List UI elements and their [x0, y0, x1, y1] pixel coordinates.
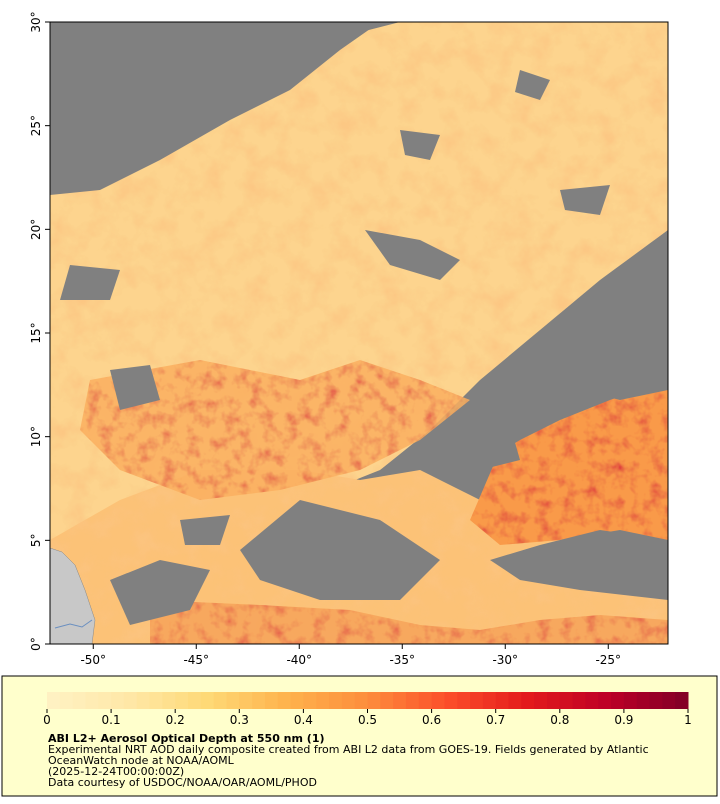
- colorbar-tick-label: 0.7: [486, 713, 505, 727]
- y-tick-label: 25°: [29, 115, 43, 136]
- colorbar: 0 0.1 0.2 0.3 0.4 0.5 0.6 0.7 0.8 0.9 1: [43, 692, 692, 727]
- note: OceanWatch node at NOAA/AOML: [48, 754, 235, 767]
- colorbar-swatch: [303, 692, 317, 709]
- colorbar-swatch: [213, 692, 227, 709]
- colorbar-swatch: [585, 692, 599, 709]
- colorbar-tick-label: 0.5: [358, 713, 377, 727]
- title: ABI L2+ Aerosol Optical Depth at 550 nm …: [48, 732, 325, 745]
- colorbar-swatch: [482, 692, 497, 709]
- colorbar-swatch: [598, 692, 612, 709]
- y-tick-label: 20°: [29, 219, 43, 240]
- colorbar-swatch: [559, 692, 574, 709]
- colorbar-swatch: [290, 692, 304, 709]
- colorbar-swatch: [98, 692, 112, 709]
- x-tick-label: -35°: [389, 653, 415, 667]
- colorbar-swatch: [226, 692, 240, 709]
- colorbar-swatch: [521, 692, 535, 709]
- colorbar-swatch: [495, 692, 510, 709]
- colorbar-tick-label: 0.4: [294, 713, 313, 727]
- note: Experimental NRT AOD daily composite cre…: [48, 743, 649, 756]
- x-tick-label: -40°: [286, 653, 312, 667]
- colorbar-swatch: [111, 692, 125, 709]
- x-tick-label: -25°: [595, 653, 621, 667]
- colorbar-tick-label: 0.1: [102, 713, 121, 727]
- colorbar-swatch: [546, 692, 561, 709]
- x-tick-label: -30°: [492, 653, 518, 667]
- land: [50, 547, 96, 644]
- colorbar-swatch: [175, 692, 189, 709]
- aod-band-south: [150, 600, 668, 644]
- y-tick-label: 0°: [29, 637, 43, 651]
- colorbar-swatch: [85, 692, 99, 709]
- colorbar-swatch: [444, 692, 458, 709]
- axes: -50° -45° -40° -35° -30° -25° 0° 5° 10° 15° 20° 25°…: [29, 11, 621, 667]
- colorbar-swatch: [534, 692, 548, 709]
- colorbar-swatch: [636, 692, 651, 709]
- colorbar-swatch: [239, 692, 253, 709]
- colorbar-swatch: [405, 692, 420, 709]
- aod-band: [80, 360, 470, 500]
- colorbar-swatch: [200, 692, 215, 709]
- colorbar-swatch: [123, 692, 138, 709]
- colorbar-swatch: [59, 692, 74, 709]
- colorbar-tick-label: 0.6: [422, 713, 441, 727]
- colorbar-swatch: [572, 692, 586, 709]
- colorbar-tick-label: 0.8: [550, 713, 569, 727]
- x-tick-label: -50°: [80, 653, 106, 667]
- y-tick-label: 30°: [29, 11, 43, 32]
- colorbar-tick-label: 0: [43, 713, 51, 727]
- y-tick-label: 10°: [29, 426, 43, 447]
- colorbar-swatch: [162, 692, 176, 709]
- colorbar-tick-label: 0.9: [614, 713, 633, 727]
- colorbar-swatch: [316, 692, 330, 709]
- colorbar-swatch: [508, 692, 522, 709]
- colorbar-swatch: [649, 692, 663, 709]
- colorbar-swatch: [136, 692, 151, 709]
- note: Data courtesy of USDOC/NOAA/OAR/AOML/PHO…: [48, 776, 317, 789]
- cloud-gaps: [50, 22, 668, 625]
- aod-field-east: [470, 390, 668, 545]
- y-tick-label: 15°: [29, 322, 43, 343]
- note: (2025-12-24T00:00:00Z): [48, 765, 184, 778]
- colorbar-swatch: [329, 692, 343, 709]
- colorbar-tick-label: 0.2: [166, 713, 185, 727]
- colorbar-swatch: [252, 692, 266, 709]
- colorbar-swatch: [47, 692, 61, 709]
- river: [54, 619, 93, 629]
- colorbar-swatch: [431, 692, 445, 709]
- colorbar-swatch: [277, 692, 292, 709]
- x-tick-label: -45°: [183, 653, 209, 667]
- colorbar-swatch: [418, 692, 433, 709]
- colorbar-swatch: [457, 692, 471, 709]
- colorbar-swatch: [149, 692, 163, 709]
- colorbar-swatch: [188, 692, 202, 709]
- map-area: [50, 22, 668, 644]
- colorbar-swatch: [623, 692, 638, 709]
- colorbar-swatch: [675, 692, 689, 709]
- colorbar-tick-label: 1: [684, 713, 692, 727]
- colorbar-swatch: [662, 692, 676, 709]
- colorbar-swatch: [393, 692, 407, 709]
- colorbar-swatch: [380, 692, 394, 709]
- colorbar-swatch: [341, 692, 356, 709]
- colorbar-swatch: [367, 692, 381, 709]
- colorbar-swatch: [470, 692, 484, 709]
- y-tick-label: 5°: [29, 534, 43, 548]
- colorbar-swatch: [354, 692, 368, 709]
- colorbar-tick-label: 0.3: [230, 713, 249, 727]
- colorbar-swatch: [72, 692, 86, 709]
- colorbar-swatch: [264, 692, 279, 709]
- colorbar-swatch: [611, 692, 625, 709]
